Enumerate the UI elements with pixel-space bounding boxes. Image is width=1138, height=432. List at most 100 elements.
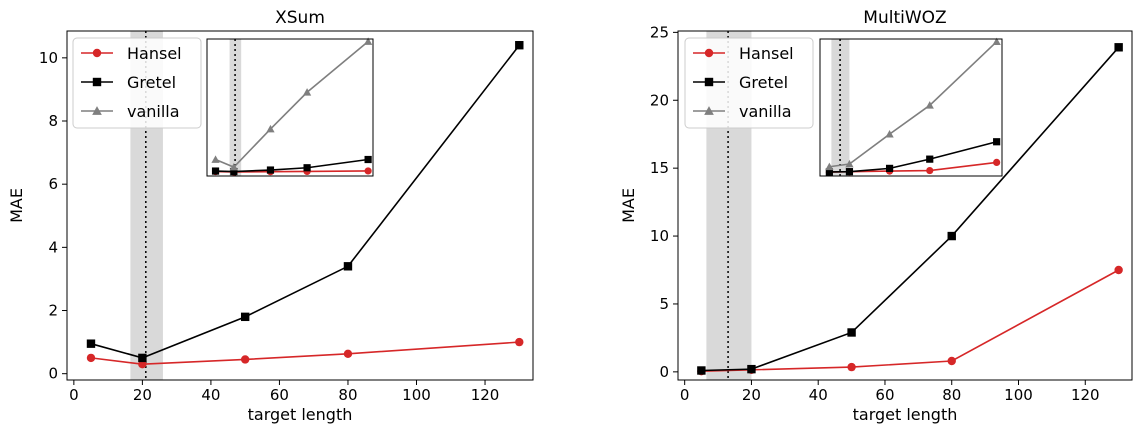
x-axis-label: target length	[853, 405, 958, 424]
inset-series-gretel-point	[993, 138, 1001, 146]
inset-series-gretel-point	[885, 164, 894, 172]
legend-swatch-marker	[704, 77, 714, 87]
x-tick-label: 100	[402, 386, 431, 404]
chart-title: XSum	[275, 8, 325, 28]
legend-label: vanilla	[127, 102, 180, 121]
inset-series-gretel-point	[845, 168, 854, 176]
y-tick-label: 0	[48, 365, 58, 383]
inset-series-vanilla-point	[845, 159, 854, 168]
chart-panel: 0 20 40 60 80 100 120 0 2 4 6 8 10 XSum target length M…	[7, 8, 534, 424]
y-tick-label: 2	[48, 302, 58, 320]
legend-swatch-marker	[704, 106, 714, 115]
series-hansel-point	[240, 355, 250, 364]
y-tick-label: 10	[39, 49, 58, 67]
inset-series-vanilla-point	[885, 129, 894, 138]
axes-frame	[66, 30, 534, 381]
legend-swatch-marker	[704, 48, 714, 58]
inset-series-vanilla-point	[992, 37, 1001, 46]
x-tick-label: 80	[338, 386, 357, 404]
legend-label: Gretel	[739, 73, 788, 92]
y-tick-label: 25	[650, 23, 669, 41]
inset-series-vanilla-point	[363, 37, 373, 45]
inset-plot	[819, 37, 1003, 177]
x-tick-label: 80	[942, 386, 961, 404]
inset-series-gretel-point	[926, 155, 934, 163]
legend: Hansel Gretel vanilla	[72, 37, 202, 129]
y-axis-label: MAE	[7, 188, 26, 223]
legend-swatch-marker	[92, 77, 102, 87]
legend: Hansel Gretel vanilla	[684, 37, 814, 129]
y-tick-label: 8	[48, 112, 58, 130]
inset-frame	[819, 38, 1003, 177]
series-gretel-point	[947, 231, 956, 241]
inset-series-hansel-point	[993, 158, 1001, 167]
y-tick-label: 20	[650, 91, 669, 109]
series-gretel-point	[86, 339, 96, 348]
inset-series-gretel-point	[825, 168, 833, 176]
inset-series-vanilla-point	[925, 101, 934, 109]
x-tick-label: 120	[1071, 386, 1100, 404]
inset-series-gretel-point	[266, 166, 275, 174]
y-tick-label: 10	[650, 227, 669, 245]
y-tick-label: 15	[650, 159, 669, 177]
inset-series-vanilla-point	[211, 155, 220, 163]
series-hansel-line	[701, 269, 1120, 372]
inset-series-vanilla-point	[229, 162, 238, 171]
series-gretel-point	[747, 364, 756, 374]
series-hansel-point	[138, 360, 147, 369]
y-axis-label: MAE	[619, 188, 638, 223]
inset-frame	[206, 38, 374, 177]
series-gretel-point	[697, 366, 706, 375]
legend-box	[684, 37, 814, 129]
inset-series-gretel-point	[211, 167, 220, 175]
series-hansel-point	[343, 349, 353, 358]
inset-shaded-band	[831, 39, 850, 176]
series-gretel-point	[138, 353, 147, 363]
series-gretel-point	[847, 328, 856, 337]
x-tick-label: 60	[875, 386, 894, 404]
inset-shaded-band	[229, 39, 242, 176]
y-tick-label: 4	[48, 238, 58, 256]
axes-frame	[677, 30, 1133, 381]
x-axis-label: target length	[248, 405, 353, 424]
series-gretel-point	[240, 312, 250, 322]
y-tick-label: 6	[48, 175, 58, 193]
x-tick-label: 0	[680, 386, 690, 404]
series-gretel-point	[1114, 43, 1123, 52]
x-tick-label: 40	[201, 386, 220, 404]
legend-swatch-marker	[92, 48, 102, 58]
x-tick-label: 60	[270, 386, 289, 404]
legend-label: vanilla	[739, 102, 792, 121]
series-hansel-point	[947, 356, 956, 366]
inset-series-gretel-point	[364, 155, 372, 164]
inset-series-hansel-point	[926, 166, 934, 175]
inset-series-vanilla-point	[266, 124, 275, 133]
y-tick-label: 0	[659, 363, 669, 381]
x-tick-label: 0	[69, 386, 79, 404]
x-tick-label: 40	[809, 386, 828, 404]
x-tick-label: 20	[742, 386, 761, 404]
inset-series-gretel-point	[230, 167, 238, 176]
chart-title: MultiWOZ	[863, 8, 946, 28]
inset-series-gretel-point	[303, 164, 311, 172]
inset-series-vanilla-point	[302, 88, 312, 96]
legend-label: Gretel	[127, 73, 176, 92]
inset-series-hansel-point	[364, 167, 372, 175]
chart-panel: 0 20 40 60 80 100 120 0 5 10 15 20 25 MultiWOZ target …	[619, 8, 1133, 424]
y-tick-label: 5	[659, 295, 669, 313]
series-gretel-point	[515, 41, 524, 50]
series-hansel-point	[515, 337, 524, 347]
series-hansel-point	[86, 353, 96, 363]
x-tick-label: 100	[1004, 386, 1033, 404]
series-hansel-point	[1114, 265, 1123, 275]
inset-series-vanilla-point	[825, 162, 834, 171]
x-tick-label: 20	[133, 386, 152, 404]
series-hansel-point	[847, 362, 856, 372]
inset-plot	[206, 37, 374, 177]
legend-box	[72, 37, 202, 129]
series-gretel-point	[343, 262, 353, 271]
legend-label: Hansel	[739, 44, 794, 63]
legend-swatch-marker	[92, 106, 102, 115]
x-tick-label: 120	[471, 386, 500, 404]
